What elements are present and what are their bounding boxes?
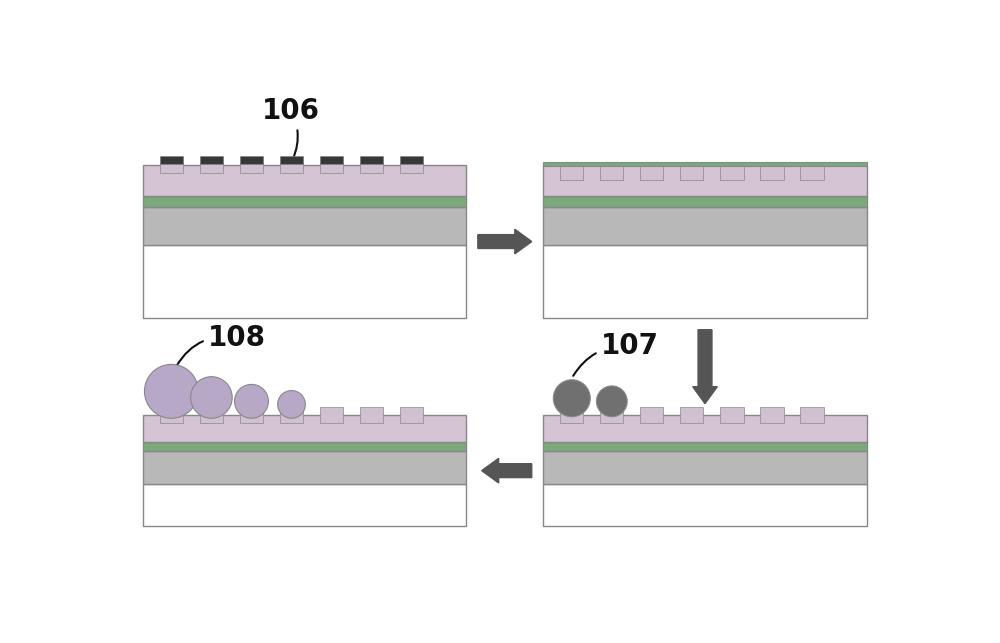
Bar: [143, 206, 466, 245]
Bar: [543, 484, 867, 526]
Circle shape: [278, 390, 305, 418]
FancyArrow shape: [693, 330, 717, 404]
Bar: [143, 245, 466, 318]
Circle shape: [553, 380, 590, 417]
Text: 107: 107: [573, 332, 659, 376]
Bar: [543, 165, 867, 195]
Text: 106: 106: [262, 96, 320, 159]
Bar: [400, 156, 423, 164]
Bar: [320, 156, 343, 164]
Text: 108: 108: [177, 324, 266, 366]
Bar: [543, 195, 867, 206]
Bar: [543, 206, 867, 245]
Bar: [240, 408, 263, 423]
Bar: [280, 156, 303, 164]
Bar: [360, 158, 383, 172]
Bar: [200, 408, 223, 423]
Bar: [280, 408, 303, 423]
Bar: [800, 165, 824, 180]
Bar: [143, 451, 466, 484]
Bar: [543, 451, 867, 484]
Bar: [360, 408, 383, 423]
Circle shape: [596, 386, 627, 417]
Bar: [680, 408, 703, 423]
Bar: [720, 165, 744, 180]
Bar: [360, 156, 383, 164]
Bar: [320, 158, 343, 172]
Bar: [320, 408, 343, 423]
Bar: [160, 156, 183, 164]
Bar: [280, 158, 303, 172]
Bar: [240, 158, 263, 172]
Bar: [680, 165, 703, 180]
Bar: [200, 158, 223, 172]
Bar: [543, 245, 867, 318]
Bar: [543, 162, 867, 167]
Bar: [543, 442, 867, 451]
Bar: [160, 158, 183, 172]
Bar: [543, 415, 867, 442]
Bar: [800, 408, 824, 423]
Bar: [600, 408, 623, 423]
Bar: [560, 408, 583, 423]
FancyArrow shape: [478, 230, 532, 254]
Bar: [600, 165, 623, 180]
Bar: [640, 165, 663, 180]
Bar: [143, 195, 466, 206]
FancyArrow shape: [482, 458, 532, 483]
Circle shape: [191, 377, 232, 418]
Bar: [720, 408, 744, 423]
Bar: [143, 165, 466, 195]
Bar: [560, 165, 583, 180]
Circle shape: [144, 365, 198, 418]
Bar: [143, 415, 466, 442]
Bar: [400, 158, 423, 172]
Bar: [760, 408, 784, 423]
Bar: [400, 408, 423, 423]
Bar: [143, 442, 466, 451]
Bar: [240, 156, 263, 164]
Bar: [640, 408, 663, 423]
Bar: [160, 408, 183, 423]
Bar: [143, 484, 466, 526]
Bar: [200, 156, 223, 164]
Bar: [760, 165, 784, 180]
Circle shape: [235, 385, 268, 418]
